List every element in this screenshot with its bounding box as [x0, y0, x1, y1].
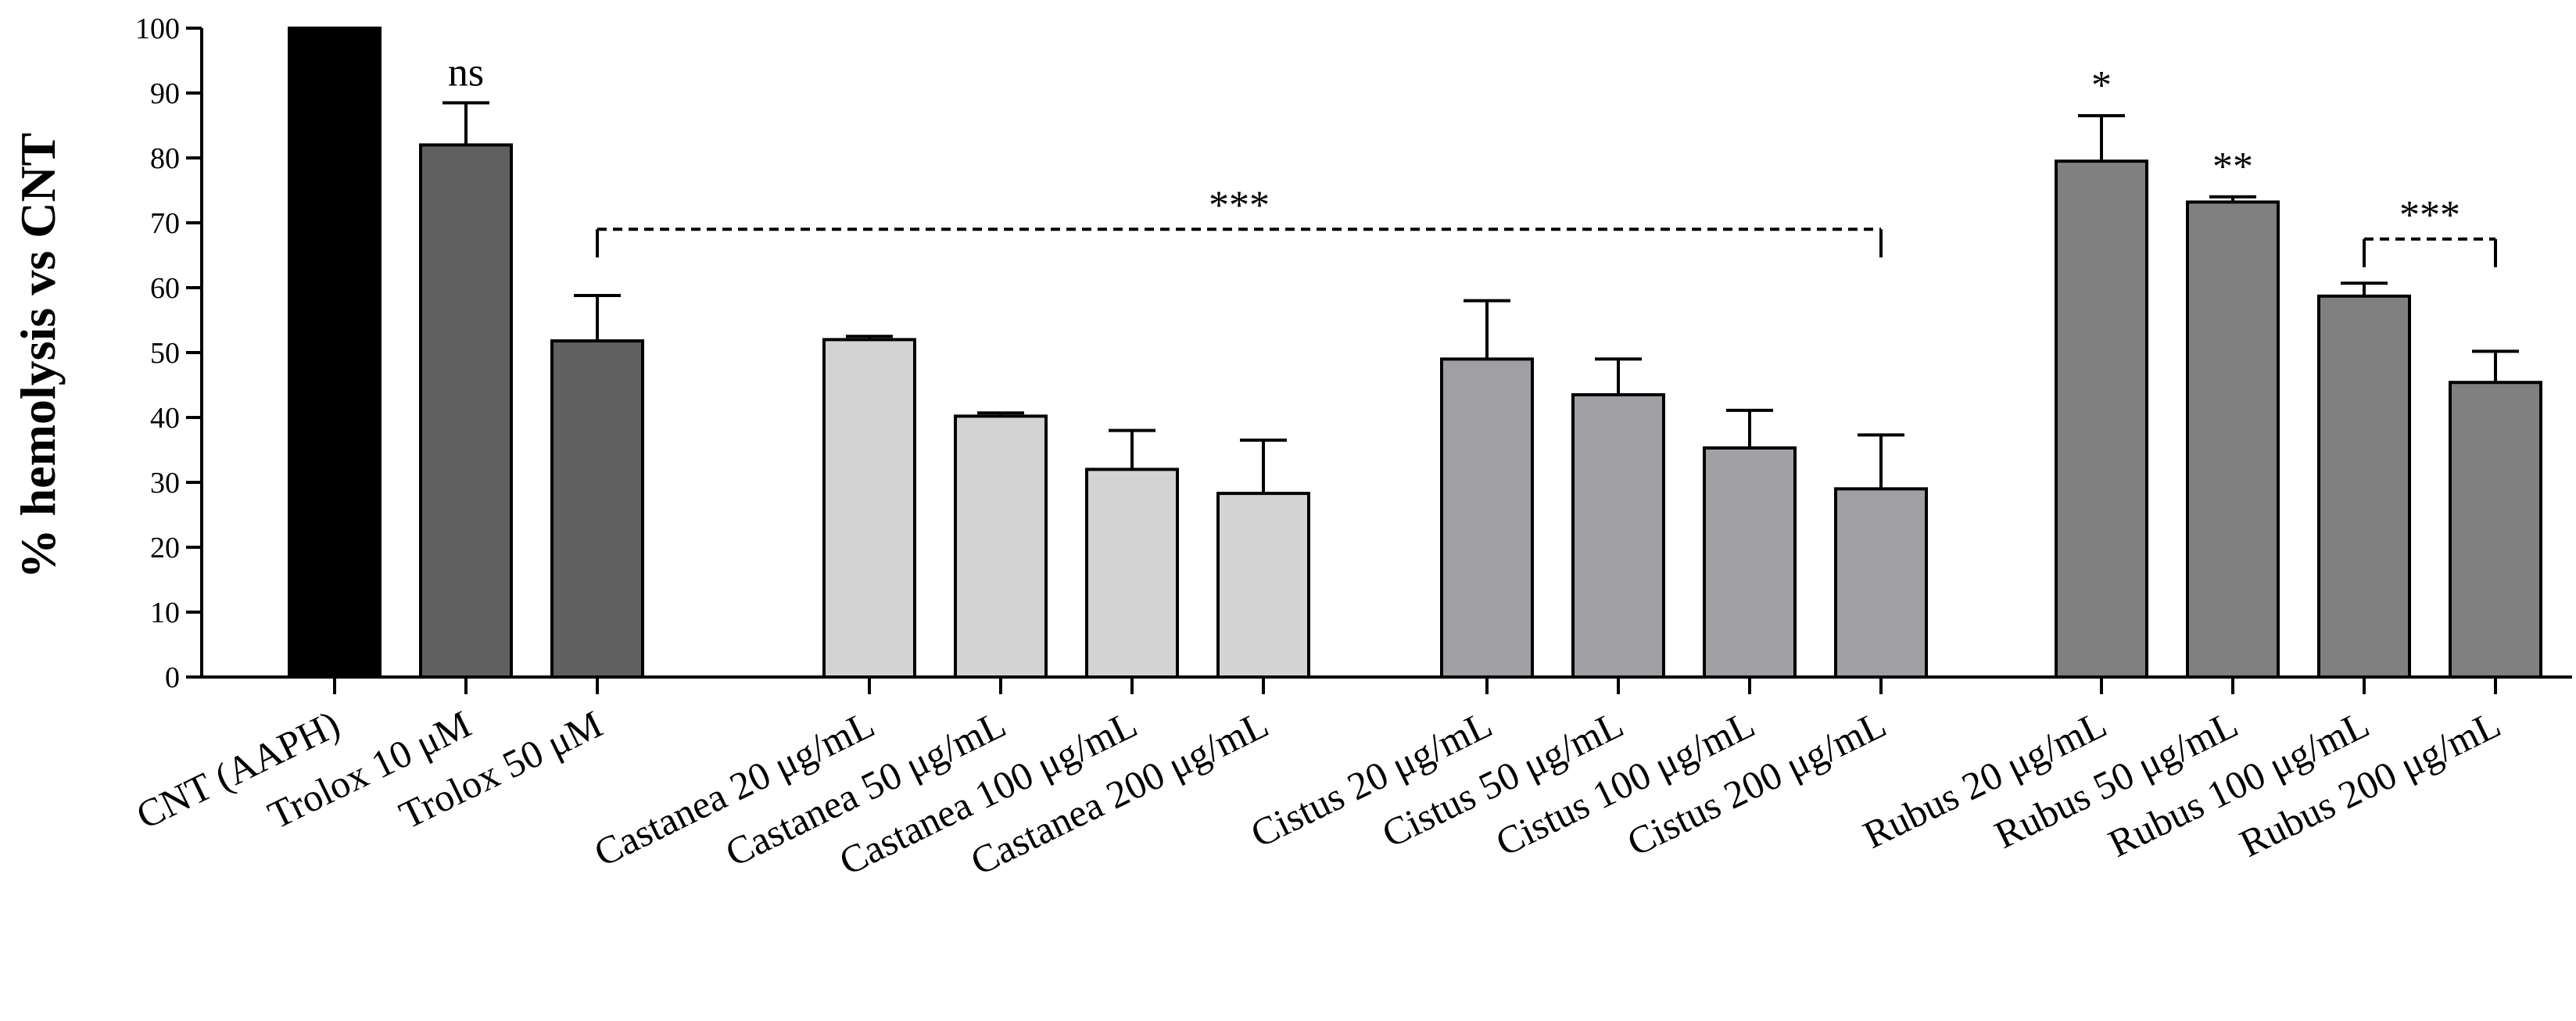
bar: [2317, 294, 2411, 679]
y-tick-label: 30: [150, 467, 180, 500]
bar: [822, 338, 916, 679]
y-tick-label: 40: [150, 402, 180, 435]
y-tick-label: 20: [150, 532, 180, 564]
significance-label: ***: [1209, 183, 1270, 227]
bars: [288, 27, 2542, 679]
x-axis: [202, 675, 2572, 694]
significance-annotations: ns ****** ***: [448, 50, 2497, 267]
y-tick-label: 10: [150, 596, 180, 629]
bar: [1216, 492, 1310, 679]
y-tick-label: 90: [150, 77, 180, 110]
bar: [550, 339, 644, 679]
y-tick-label: 50: [150, 337, 180, 370]
y-axis-title: % hemolysis vs CNT: [10, 133, 66, 579]
significance-label: *: [2091, 63, 2112, 108]
bar: [1571, 392, 1665, 679]
y-axis: 0 10 20 30 40 50 60 70 80 90 100: [135, 13, 203, 694]
significance-label: ***: [2399, 193, 2460, 238]
y-tick-label: 70: [150, 207, 180, 240]
y-tick-label: 80: [150, 142, 180, 175]
bar: [1834, 487, 1928, 679]
error-bars: [442, 101, 2519, 494]
y-tick-label: 0: [165, 661, 180, 694]
bar: [288, 27, 382, 679]
bar: [1440, 357, 1534, 679]
bar: [2449, 381, 2542, 679]
bar: [954, 414, 1048, 679]
y-tick-label: 100: [135, 13, 180, 45]
bar: [419, 143, 513, 679]
bar: [1085, 468, 1179, 679]
significance-label: ns: [448, 50, 484, 95]
bar: [2186, 200, 2280, 679]
significance-label: **: [2212, 145, 2253, 189]
y-tick-label: 60: [150, 272, 180, 305]
bar: [1703, 446, 1797, 679]
bar: [2055, 159, 2148, 679]
